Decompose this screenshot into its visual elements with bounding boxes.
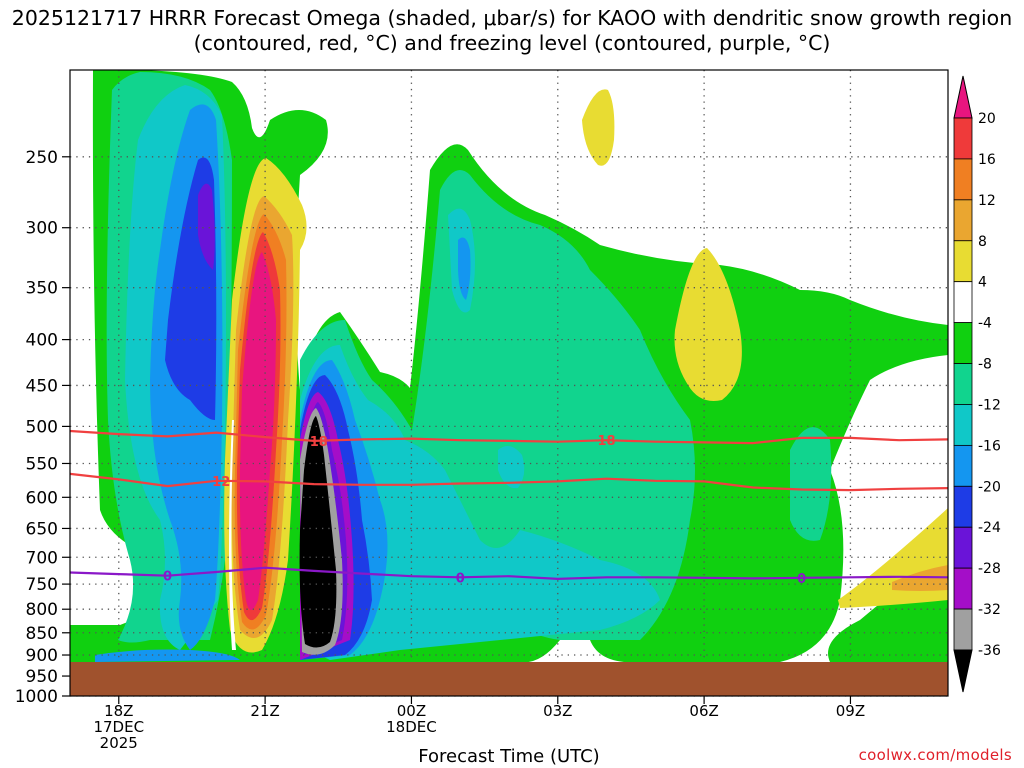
- credit-text: coolwx.com/models: [858, 746, 1012, 764]
- colorbar-label: 8: [978, 234, 987, 250]
- y-tick-label: 600: [26, 488, 58, 508]
- contour-label: 0: [797, 572, 806, 587]
- contour-label: 0: [456, 571, 465, 586]
- omega-region-purple-left: [198, 183, 215, 270]
- colorbar-top-arrow: [953, 75, 973, 119]
- colorbar-bin: [953, 117, 973, 160]
- omega-region-cyan-mid: [300, 345, 660, 660]
- y-tick-label: 450: [26, 376, 58, 396]
- colorbar-bin: [953, 526, 973, 569]
- colorbar-label: -12: [978, 397, 1001, 413]
- omega-region-blue-bottom: [95, 649, 240, 662]
- y-tick-label: 800: [26, 600, 58, 620]
- omega-region-pink: [239, 252, 276, 610]
- contour-label: 18: [310, 435, 328, 450]
- y-tick-label: 650: [26, 519, 58, 539]
- colorbar-label: -16: [978, 438, 1001, 454]
- colorbar-label: -28: [978, 561, 1001, 577]
- y-tick-label: 850: [26, 624, 58, 644]
- surface-band: [70, 662, 948, 696]
- colorbar-bin: [953, 363, 973, 405]
- y-tick-label: 950: [26, 667, 58, 687]
- colorbar-label: -24: [978, 520, 1001, 536]
- colorbar-bin: [953, 240, 973, 283]
- y-tick-label: 250: [26, 148, 58, 168]
- omega-region-blue-upper: [458, 237, 471, 300]
- y-tick-label: 700: [26, 548, 58, 568]
- x-tick-label: 03Z: [543, 702, 572, 720]
- colorbar-bottom-arrow: [953, 649, 973, 693]
- x-tick-label: 21Z: [250, 702, 279, 720]
- y-tick-label: 900: [26, 646, 58, 666]
- omega-region-yellow-blob-2: [674, 248, 742, 401]
- colorbar-label: 20: [978, 111, 996, 127]
- colorbar-bin: [953, 404, 973, 446]
- colorbar-label: -32: [978, 602, 1001, 618]
- contour-line: [70, 429, 948, 445]
- contour-line: [70, 472, 948, 492]
- colorbar-label: 16: [978, 152, 996, 168]
- omega-region-cyan-small: [498, 446, 525, 489]
- colorbar: 20 16 12 8 4 -4 -8 -12 -16 -20 -24 -28 -32 -36: [953, 75, 1001, 693]
- y-axis: 2503003504004505005506006507007508008509…: [15, 148, 70, 707]
- colorbar-label: 4: [978, 275, 987, 291]
- y-tick-label: 550: [26, 454, 58, 474]
- y-tick-label: 400: [26, 331, 58, 351]
- colorbar-label: -20: [978, 479, 1001, 495]
- colorbar-bin: [953, 608, 973, 651]
- colorbar-bin: [953, 281, 973, 324]
- contour-label: 12: [212, 475, 230, 490]
- omega-region-white-core: [229, 420, 236, 650]
- x-axis-label: Forecast Time (UTC): [418, 746, 599, 767]
- colorbar-bin: [953, 485, 973, 528]
- x-tick-label: 06Z: [689, 702, 718, 720]
- colorbar-bin: [953, 444, 973, 487]
- contour-line: [70, 566, 948, 581]
- colorbar-label: -36: [978, 643, 1001, 659]
- x-tick-label: 09Z: [836, 702, 865, 720]
- grid: [70, 70, 948, 697]
- chart-title: 2025121717 HRRR Forecast Omega (shaded, …: [11, 6, 1013, 55]
- contour-label: 0: [163, 570, 172, 585]
- y-tick-label: 300: [26, 219, 58, 239]
- omega-shading: [70, 70, 948, 663]
- colorbar-bin: [953, 158, 973, 201]
- colorbar-bin: [953, 199, 973, 242]
- omega-region-black-core: [299, 416, 337, 648]
- contour-label: 18: [598, 434, 616, 449]
- y-tick-label: 500: [26, 417, 58, 437]
- colorbar-label: -4: [978, 316, 992, 332]
- x-tick-label: 2025: [100, 734, 138, 752]
- x-tick-label: 18DEC: [386, 718, 437, 736]
- x-tick-label: 17DEC: [93, 718, 144, 736]
- plot-frame: [69, 69, 949, 697]
- colorbar-bin: [953, 567, 973, 610]
- x-tick-label: 18Z: [104, 702, 133, 720]
- contours: 18 18 12 0 0 0: [70, 429, 948, 587]
- colorbar-label: 12: [978, 193, 996, 209]
- x-tick-label: 00Z: [397, 702, 426, 720]
- colorbar-label: -8: [978, 357, 992, 373]
- omega-region-yellow-blob-1: [582, 89, 615, 166]
- y-tick-label: 750: [26, 575, 58, 595]
- y-tick-label: 1000: [15, 687, 58, 707]
- y-tick-label: 350: [26, 279, 58, 299]
- colorbar-bin: [953, 322, 973, 364]
- omega-region-teal-right: [790, 427, 832, 541]
